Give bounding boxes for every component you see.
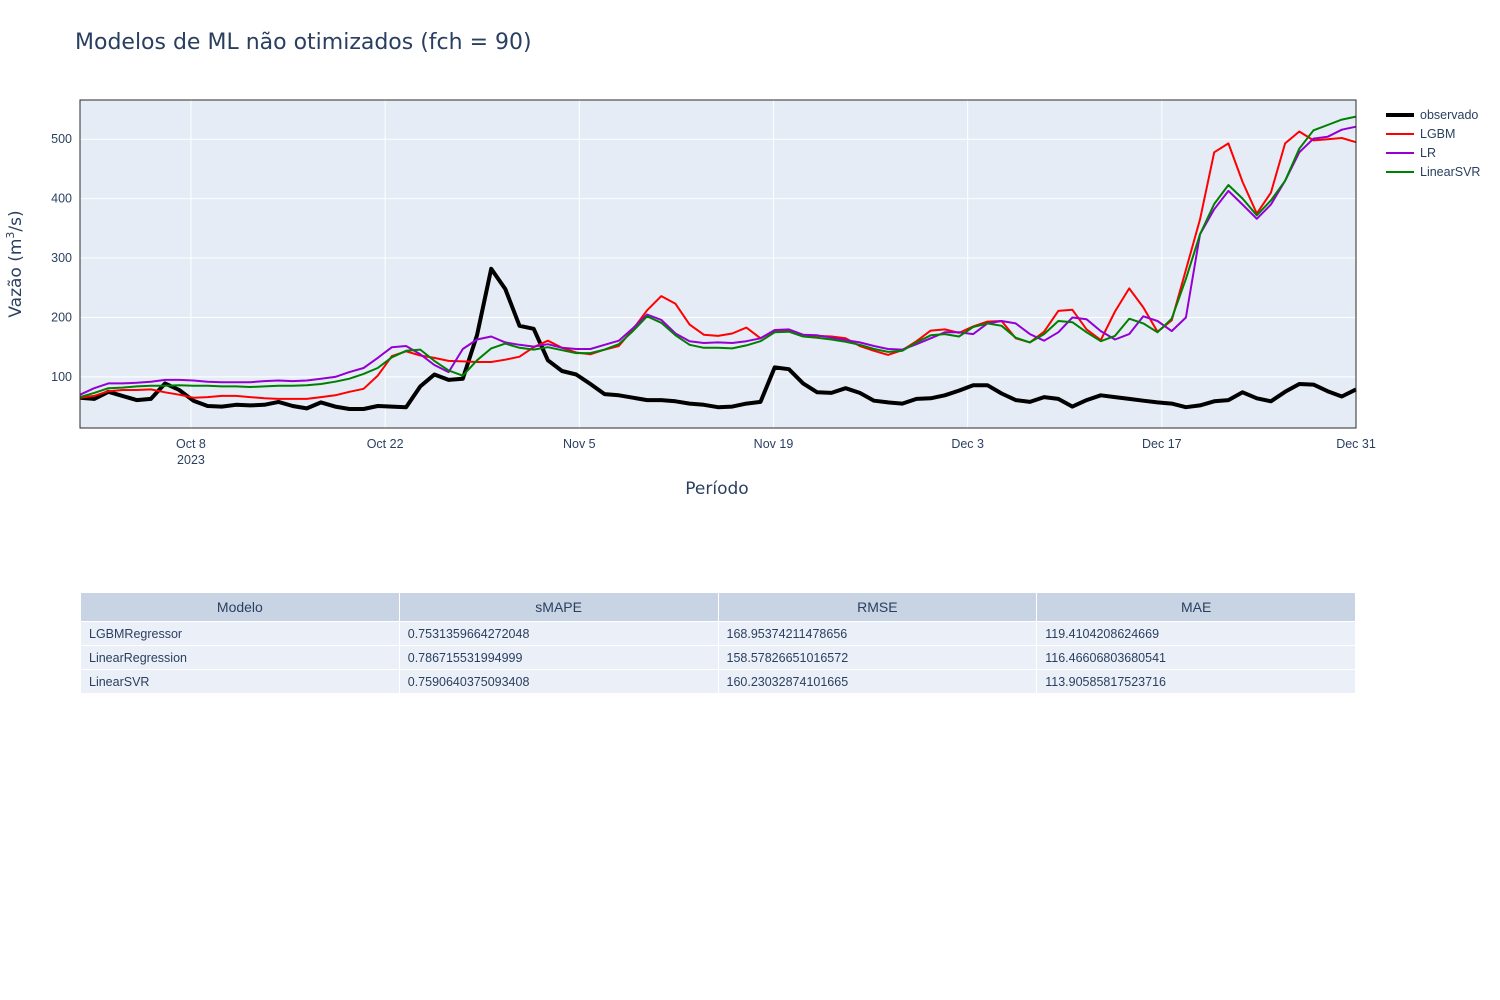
legend[interactable]: observado LGBM LR LinearSVR: [1386, 108, 1480, 179]
series-line-observado: [79, 266, 1357, 411]
y-tick-label: 100: [51, 370, 72, 384]
header-rmse: RMSE: [717, 592, 1038, 622]
x-tick-label: Dec 17: [1142, 437, 1182, 451]
y-axis-ticks: 100 200 300 400 500: [51, 132, 72, 384]
series-lines: [79, 115, 1357, 411]
table-row: LinearSVR 0.7590640375093408 160.2303287…: [80, 669, 1356, 694]
x-tick-label: Oct 8: [176, 437, 206, 451]
cell-smape: 0.7531359664272048: [398, 621, 719, 646]
x-tick-label: Nov 19: [754, 437, 794, 451]
legend-item-linearsvr[interactable]: LinearSVR: [1386, 165, 1480, 179]
legend-item-lgbm[interactable]: LGBM: [1386, 127, 1455, 141]
x-axis-ticks: Oct 8 2023 Oct 22 Nov 5 Nov 19 Dec 3 Dec 17 Dec…: [176, 437, 1376, 467]
chart: Modelos de ML não otimizados (fch = 90) …: [4, 30, 1480, 499]
cell-mae: 116.46606803680541: [1036, 645, 1356, 670]
legend-label: LGBM: [1420, 127, 1455, 141]
legend-item-observado[interactable]: observado: [1386, 108, 1478, 122]
x-tick-label: Dec 3: [951, 437, 984, 451]
y-axis-title-main: Vazão (m: [6, 239, 26, 318]
header-smape: sMAPE: [398, 592, 719, 622]
y-tick-label: 300: [51, 251, 72, 265]
cell-rmse: 168.95374211478656: [717, 621, 1038, 646]
legend-label: LinearSVR: [1420, 165, 1480, 179]
table-header-row: Modelo sMAPE RMSE MAE: [80, 592, 1356, 622]
series-line-lr: [79, 125, 1357, 396]
y-axis-title-tail: /s): [6, 210, 26, 231]
y-tick-label: 200: [51, 310, 72, 324]
cell-modelo: LinearRegression: [80, 645, 400, 670]
chart-title: Modelos de ML não otimizados (fch = 90): [75, 30, 532, 55]
table-row: LinearRegression 0.786715531994999 158.5…: [80, 645, 1356, 670]
y-tick-label: 400: [51, 192, 72, 206]
metrics-table: Modelo sMAPE RMSE MAE LGBMRegressor 0.75…: [80, 592, 1356, 694]
cell-smape: 0.786715531994999: [398, 645, 719, 670]
x-axis-title: Período: [685, 479, 748, 499]
legend-label: observado: [1420, 108, 1478, 122]
header-mae: MAE: [1036, 592, 1356, 622]
table-row: LGBMRegressor 0.7531359664272048 168.953…: [80, 621, 1356, 646]
x-tick-label: Nov 5: [563, 437, 596, 451]
cell-rmse: 160.23032874101665: [717, 669, 1038, 694]
plot-frame: [79, 99, 1357, 429]
x-tick-year: 2023: [177, 453, 205, 467]
legend-label: LR: [1420, 146, 1436, 160]
y-tick-label: 500: [51, 132, 72, 146]
cell-modelo: LinearSVR: [80, 669, 400, 694]
x-tick-label: Dec 31: [1336, 437, 1376, 451]
plot-area: [80, 100, 1356, 428]
x-tick-label: Oct 22: [367, 437, 404, 451]
legend-item-lr[interactable]: LR: [1386, 146, 1436, 160]
cell-modelo: LGBMRegressor: [80, 621, 400, 646]
cell-rmse: 158.57826651016572: [717, 645, 1038, 670]
cell-mae: 119.4104208624669: [1036, 621, 1356, 646]
cell-mae: 113.90585817523716: [1036, 669, 1356, 694]
series-line-linearsvr: [79, 115, 1357, 399]
y-axis-title-sup: 3: [4, 232, 17, 239]
cell-smape: 0.7590640375093408: [398, 669, 719, 694]
series-line-lgbm: [79, 130, 1357, 400]
y-axis-title: Vazão (m3/s): [4, 210, 26, 317]
header-modelo: Modelo: [80, 592, 400, 622]
